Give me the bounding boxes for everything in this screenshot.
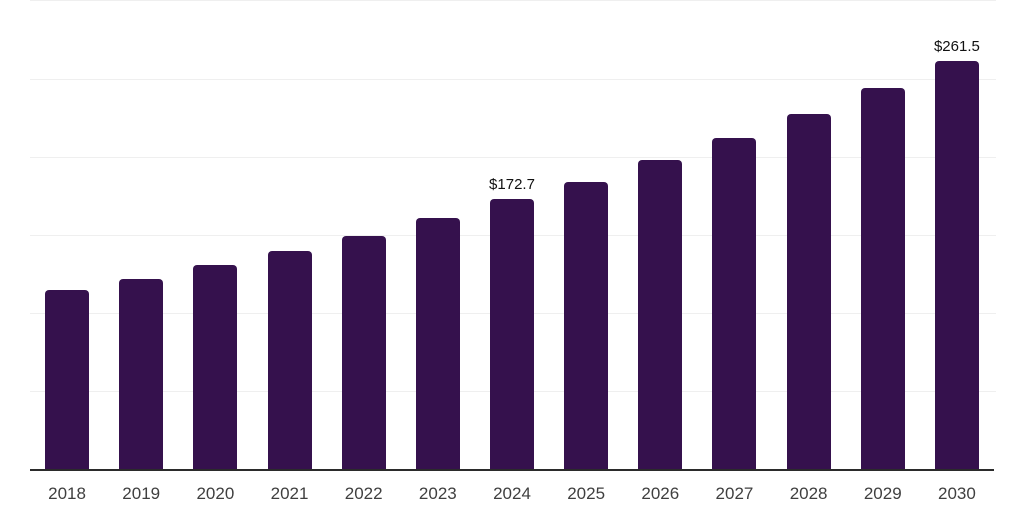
x-tick-label-2030: 2030 [938, 484, 976, 503]
x-tick-label-2023: 2023 [418, 484, 457, 503]
x-tick-label-2027: 2027 [715, 484, 754, 503]
bar-2029[interactable] [860, 87, 905, 470]
bar-2027[interactable] [712, 137, 757, 470]
data-label-2030: $261.5 [933, 37, 980, 55]
x-axis-line [30, 469, 994, 471]
bar-2019[interactable] [119, 278, 164, 470]
x-tick-label-2020: 2020 [196, 484, 235, 503]
x-tick-label-2019: 2019 [122, 484, 161, 503]
data-label-2024: $172.7 [489, 176, 535, 194]
bar-2023[interactable] [415, 218, 460, 470]
x-tick-label-2022: 2022 [344, 484, 383, 503]
bar-2030[interactable] [934, 60, 979, 470]
bar-2022[interactable] [341, 235, 386, 470]
x-tick-label-2024: 2024 [493, 484, 531, 503]
bar-2025[interactable] [564, 181, 609, 470]
x-tick-label-2021: 2021 [270, 484, 309, 503]
bar-2018[interactable] [45, 290, 90, 470]
x-tick-label-2028: 2028 [789, 484, 828, 503]
x-tick-label-2029: 2029 [863, 484, 902, 503]
x-tick-label-2026: 2026 [641, 484, 680, 503]
gridline-250 [30, 78, 996, 80]
bar-2021[interactable] [267, 250, 312, 470]
gridline-200 [30, 156, 996, 158]
bar-2024[interactable] [490, 199, 534, 470]
gridline-300 [30, 0, 996, 2]
x-tick-label-2018: 2018 [48, 484, 86, 503]
bar-2020[interactable] [193, 264, 238, 470]
bar-2026[interactable] [638, 159, 683, 470]
x-tick-label-2025: 2025 [567, 484, 606, 503]
bar-2028[interactable] [786, 113, 831, 470]
